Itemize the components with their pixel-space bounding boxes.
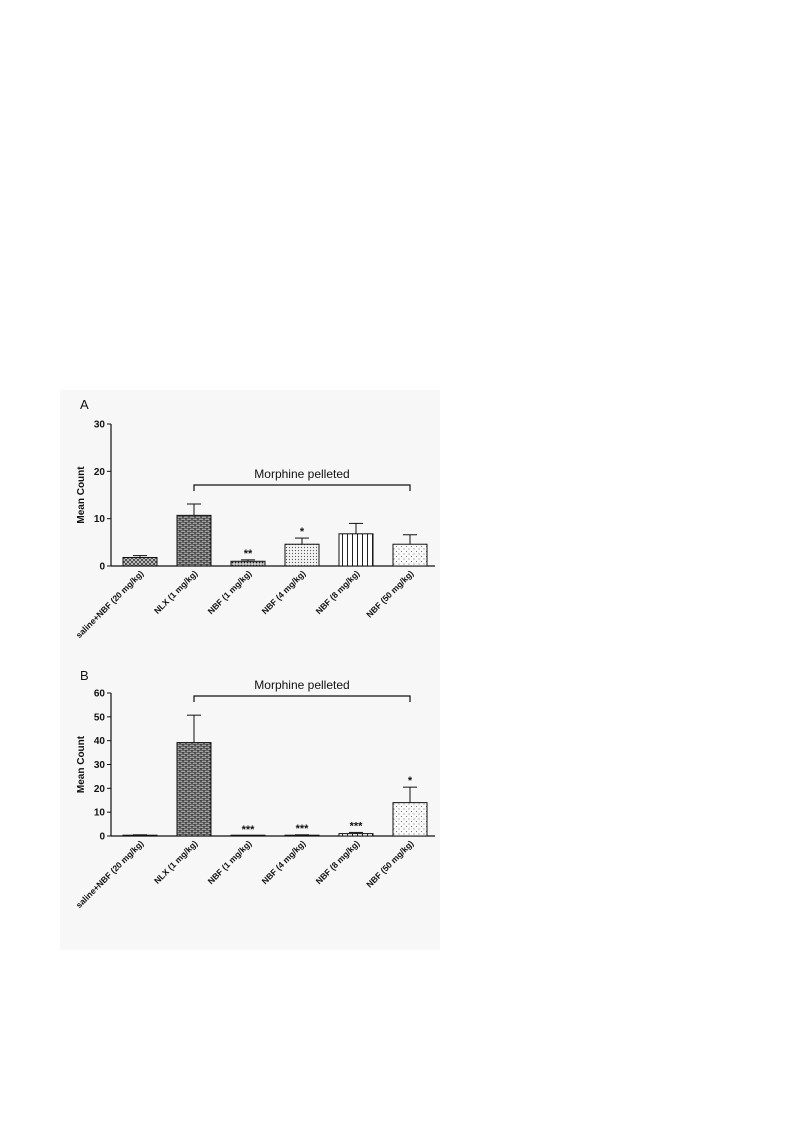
y-tick-label: 20 (94, 784, 106, 795)
bar (122, 556, 158, 567)
x-tick-label: NBF (8 mg/kg) (314, 568, 362, 616)
y-tick-label: 10 (94, 514, 106, 525)
y-tick-label: 30 (94, 760, 106, 771)
x-tick-label: NBF (1 mg/kg) (206, 838, 254, 886)
x-tick-label: saline+NBF (20 mg/kg) (74, 568, 146, 640)
bar (122, 834, 158, 837)
x-tick-label: NLX (1 mg/kg) (152, 838, 200, 886)
y-tick-label: 30 (94, 420, 106, 431)
x-tick-label: NBF (4 mg/kg) (260, 568, 308, 616)
significance-marker: *** (296, 823, 310, 835)
morphine-bracket (193, 484, 411, 491)
y-tick-label: 0 (99, 562, 105, 573)
bracket-label: Morphine pelleted (254, 678, 349, 692)
figure: A 0 10 20 30 Mean Count saline+NBF (20 mg/kg) N… (60, 390, 440, 950)
y-tick-label: 10 (94, 808, 106, 819)
significance-marker: ** (244, 548, 253, 560)
significance-marker: *** (350, 820, 364, 832)
y-tick-label: 20 (94, 467, 106, 478)
morphine-bracket (193, 695, 411, 702)
significance-marker: * (300, 526, 305, 538)
bar (176, 514, 212, 567)
y-axis-label: Mean Count (76, 735, 87, 793)
x-tick-label: NBF (1 mg/kg) (206, 568, 254, 616)
x-tick-label: saline+NBF (20 mg/kg) (74, 838, 146, 910)
bar (284, 543, 320, 567)
bar (230, 560, 266, 567)
x-tick-label: NBF (50 mg/kg) (364, 838, 415, 889)
y-tick-label: 60 (94, 689, 106, 700)
bar (284, 834, 320, 837)
panel-letter: B (80, 668, 89, 683)
significance-marker: * (408, 775, 413, 787)
y-tick-label: 50 (94, 712, 106, 723)
x-tick-label: NLX (1 mg/kg) (152, 568, 200, 616)
y-axis-label: Mean Count (76, 466, 87, 524)
y-tick-label: 0 (99, 832, 105, 843)
significance-marker: *** (242, 824, 256, 836)
bar (338, 533, 374, 567)
bar (230, 834, 266, 837)
bar (392, 543, 428, 567)
bar (338, 833, 374, 837)
panel-letter: A (80, 397, 89, 412)
x-tick-label: NBF (50 mg/kg) (364, 568, 415, 619)
bar (176, 742, 212, 837)
x-tick-label: NBF (4 mg/kg) (260, 838, 308, 886)
bar (392, 802, 428, 837)
y-tick-label: 40 (94, 736, 106, 747)
bracket-label: Morphine pelleted (254, 467, 349, 481)
x-tick-label: NBF (8 mg/kg) (314, 838, 362, 886)
